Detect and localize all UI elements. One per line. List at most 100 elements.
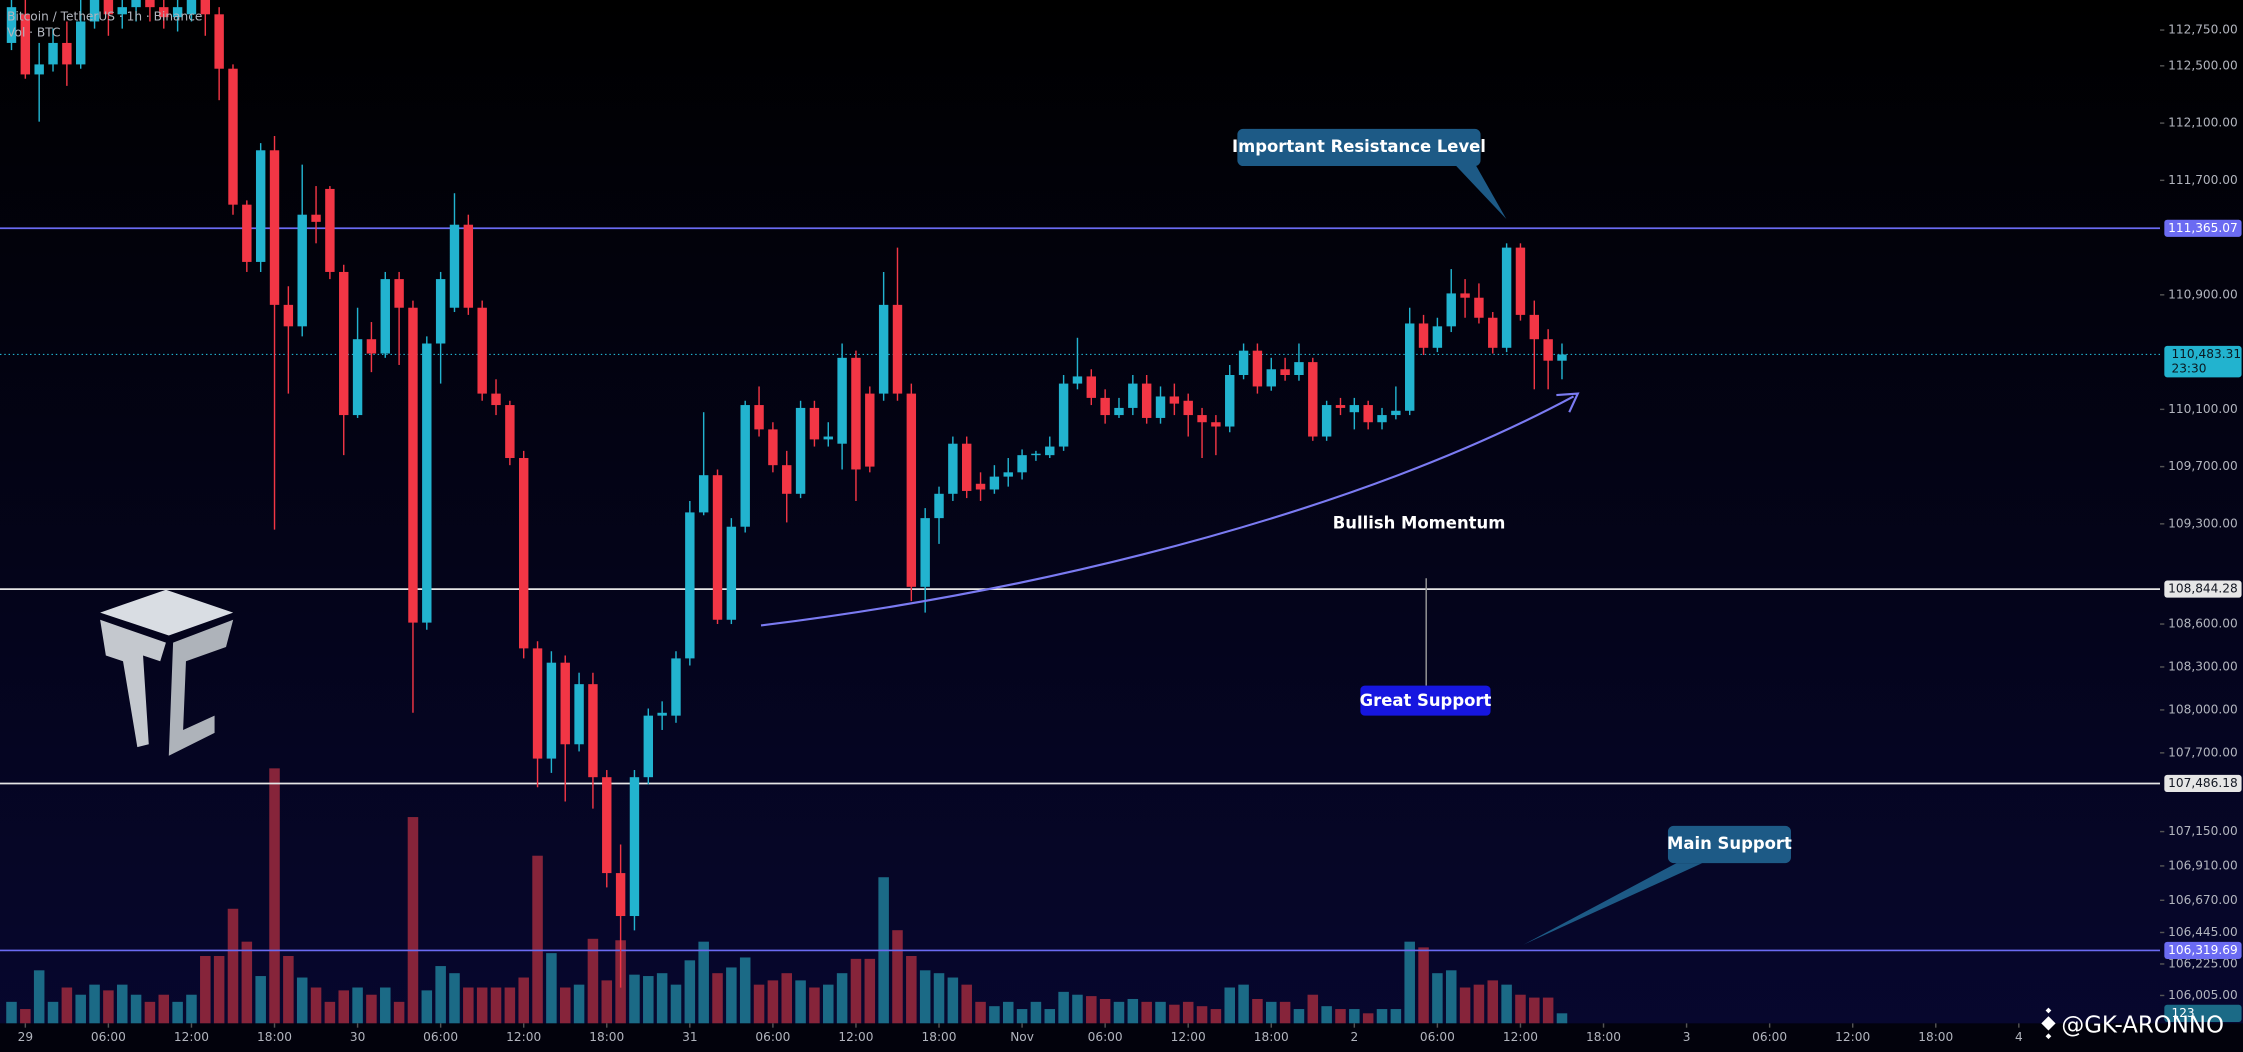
volume-bar xyxy=(726,967,737,1024)
x-tick-label: 06:00 xyxy=(91,1030,126,1044)
candle-body xyxy=(934,493,944,519)
candle-body xyxy=(643,715,654,778)
volume-bar xyxy=(767,980,779,1024)
candle-body xyxy=(906,393,917,587)
volume-bar xyxy=(1376,1009,1388,1024)
volume-bar xyxy=(227,908,239,1024)
candle-body xyxy=(726,526,737,620)
volume-bar xyxy=(1404,941,1415,1024)
volume-bar xyxy=(310,987,322,1024)
volume-bar xyxy=(1113,1001,1125,1024)
volume-bar xyxy=(61,987,73,1024)
candle-body xyxy=(339,271,349,416)
y-tick-label: 109,700.00 xyxy=(2168,459,2238,473)
candle-body xyxy=(76,21,86,65)
candle-body xyxy=(560,662,570,745)
candle-body xyxy=(1003,472,1013,477)
axes: 112,750.00 112,500.00 112,100.00 111,700.00… xyxy=(18,23,2242,1044)
volume-bar xyxy=(532,855,543,1024)
candle-body xyxy=(1377,415,1387,423)
volume-bar xyxy=(1141,1001,1152,1024)
volume-bar xyxy=(296,977,308,1024)
level-badge-label: 107,486.18 xyxy=(2168,776,2238,790)
candle-body xyxy=(1543,339,1553,361)
volume-bar xyxy=(186,994,197,1024)
candle-body xyxy=(1391,410,1401,416)
candle-body xyxy=(449,224,460,308)
volume-bar xyxy=(1266,1001,1277,1024)
volume-bar xyxy=(33,970,45,1024)
main-support-text: Main Support xyxy=(1667,834,1792,853)
candle-body xyxy=(34,64,44,75)
candle-body xyxy=(1460,293,1470,298)
x-tick-label: 18:00 xyxy=(1586,1030,1621,1044)
watermark-icon xyxy=(2041,1007,2056,1040)
y-tick-label: 110,100.00 xyxy=(2168,402,2238,416)
candle-body xyxy=(408,307,418,623)
volume-bar xyxy=(366,994,377,1024)
candle-body xyxy=(1086,376,1097,398)
volume-bar xyxy=(1196,1006,1208,1024)
x-tick-label: 3 xyxy=(1683,1030,1691,1044)
volume-bar xyxy=(255,976,266,1024)
volume-bar xyxy=(919,970,931,1024)
resistance-callout xyxy=(1237,128,1481,167)
candle-body xyxy=(1169,396,1180,404)
plot-area xyxy=(0,0,2161,1024)
level-badge xyxy=(2164,941,2242,960)
candle-body xyxy=(1031,453,1041,456)
x-tick-label: 12:00 xyxy=(174,1030,209,1044)
y-tick-label: 112,100.00 xyxy=(2168,116,2238,130)
candle-body xyxy=(532,648,543,759)
candle-body xyxy=(366,339,377,354)
volume-bar xyxy=(504,987,516,1024)
candle-body xyxy=(352,339,363,416)
candle-body xyxy=(242,204,252,262)
volume-bar xyxy=(1169,1004,1180,1024)
x-tick-label: 12:00 xyxy=(506,1030,541,1044)
volume-bar xyxy=(698,941,709,1024)
x-tick-label: 12:00 xyxy=(1503,1030,1538,1044)
volume-bar xyxy=(89,984,100,1024)
candle-body xyxy=(1280,369,1290,375)
candle-body xyxy=(961,443,972,491)
volume-bar xyxy=(795,980,806,1024)
volume-bar xyxy=(1252,998,1263,1024)
volume-bar xyxy=(476,987,488,1024)
candle-body xyxy=(1474,297,1484,318)
volume-bar xyxy=(961,984,972,1024)
volume-bar xyxy=(116,984,128,1024)
candle-body xyxy=(1238,350,1249,375)
candle-body xyxy=(1017,455,1027,473)
volume-bar xyxy=(629,974,640,1024)
candle-body xyxy=(574,684,584,745)
last-volume-label: 123 xyxy=(2171,1006,2194,1020)
candle-body xyxy=(1141,383,1152,418)
volume-bar xyxy=(130,994,142,1024)
y-tick-label: 106,225.00 xyxy=(2168,956,2238,970)
volume-bar xyxy=(1016,1009,1028,1024)
candle-body xyxy=(172,7,183,18)
x-tick-label: 18:00 xyxy=(1254,1030,1289,1044)
candle-body xyxy=(878,304,889,394)
candle-body xyxy=(1128,383,1138,408)
candle-body xyxy=(186,0,197,15)
volume-bar xyxy=(1044,1009,1056,1024)
volume-bar xyxy=(1099,998,1111,1024)
x-tick-label: 06:00 xyxy=(1752,1030,1787,1044)
volume-bar xyxy=(1279,1001,1291,1024)
volume-label: Vol · BTC xyxy=(7,25,60,39)
y-tick-label: 106,910.00 xyxy=(2168,858,2238,872)
main-support-callout xyxy=(1667,825,1791,864)
volume-bar xyxy=(6,1001,17,1024)
candle-body xyxy=(20,14,31,75)
candle-body xyxy=(1114,407,1124,416)
y-tick-label: 112,500.00 xyxy=(2168,58,2238,72)
volume-bar xyxy=(435,966,446,1024)
y-tick-label: 111,700.00 xyxy=(2168,173,2238,187)
candle-body xyxy=(145,0,155,8)
main-support-pointer xyxy=(1523,863,1703,945)
volume-bar xyxy=(1127,998,1139,1024)
x-tick-label: 31 xyxy=(682,1030,697,1044)
